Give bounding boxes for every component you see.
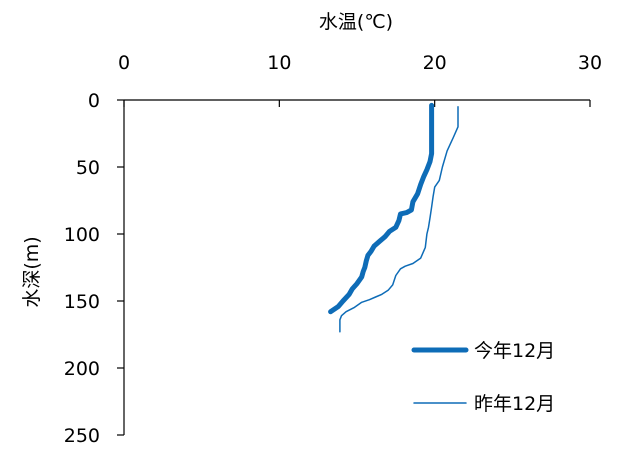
y-tick-label: 250 [64,425,100,447]
y-tick-labels: 0 50 100 150 200 250 [64,90,100,447]
x-tick-label: 20 [423,52,447,74]
x-axis-title: 水温(℃) [319,11,393,33]
axes [117,99,591,436]
legend-label-1: 今年12月 [474,340,555,362]
series-line-2 [339,105,459,333]
y-axis-title: 水深(m) [21,236,43,307]
y-tick-label: 200 [64,358,100,380]
x-tick-label: 10 [267,52,291,74]
series-line-1 [328,102,435,315]
y-tick-label: 100 [64,224,100,246]
x-tick-label: 30 [578,52,602,74]
series-lines [328,102,459,333]
legend-label-2: 昨年12月 [474,393,555,415]
y-tick-label: 150 [64,291,100,313]
y-tick-label: 0 [88,90,100,112]
x-tick-label: 0 [118,52,130,74]
y-tick-label: 50 [76,157,100,179]
x-tick-labels: 0 10 20 30 [118,52,602,74]
